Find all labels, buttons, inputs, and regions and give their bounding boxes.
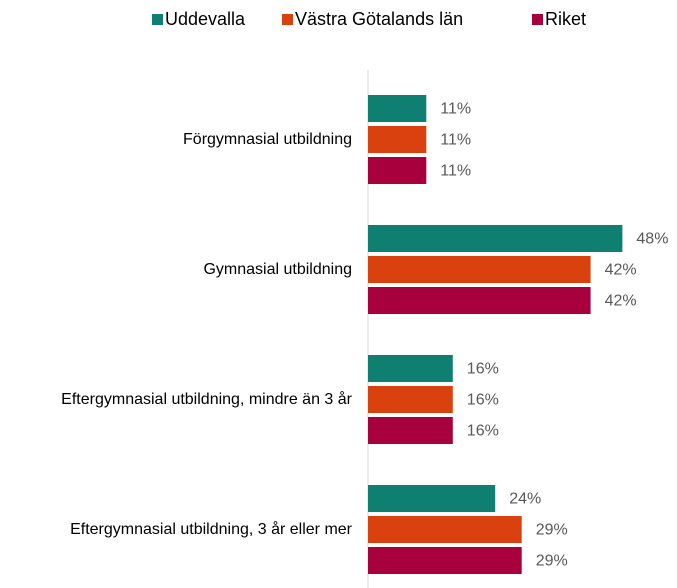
value-label: 48% bbox=[636, 231, 668, 248]
legend-label: Uddevalla bbox=[165, 9, 246, 29]
value-label: 42% bbox=[605, 293, 637, 310]
category-label: Eftergymnasial utbildning, 3 år eller me… bbox=[70, 521, 352, 538]
value-label: 16% bbox=[467, 392, 499, 409]
value-label: 11% bbox=[440, 132, 471, 149]
legend-label: Västra Götalands län bbox=[295, 9, 463, 29]
category-label: Eftergymnasial utbildning, mindre än 3 å… bbox=[61, 391, 352, 408]
value-label: 29% bbox=[536, 553, 568, 570]
bar bbox=[368, 95, 427, 122]
value-label: 16% bbox=[467, 361, 499, 378]
category-label: Förgymnasial utbildning bbox=[183, 131, 352, 148]
value-label: 11% bbox=[440, 101, 471, 118]
bar bbox=[368, 287, 591, 314]
bar bbox=[368, 485, 496, 512]
value-label: 16% bbox=[467, 423, 499, 440]
bar bbox=[368, 355, 453, 382]
bar bbox=[368, 157, 427, 184]
bar bbox=[368, 225, 623, 252]
bar bbox=[368, 547, 522, 574]
value-label: 42% bbox=[605, 262, 637, 279]
bar bbox=[368, 126, 427, 153]
bar bbox=[368, 516, 522, 543]
category-label: Gymnasial utbildning bbox=[203, 261, 352, 278]
bar bbox=[368, 417, 453, 444]
legend-swatch bbox=[532, 14, 543, 25]
bar bbox=[368, 256, 591, 283]
value-label: 11% bbox=[440, 163, 471, 180]
value-label: 24% bbox=[509, 491, 541, 508]
value-label: 29% bbox=[536, 522, 568, 539]
legend-label: Riket bbox=[545, 9, 586, 29]
legend-swatch bbox=[282, 14, 293, 25]
bar bbox=[368, 386, 453, 413]
legend-swatch bbox=[152, 14, 163, 25]
